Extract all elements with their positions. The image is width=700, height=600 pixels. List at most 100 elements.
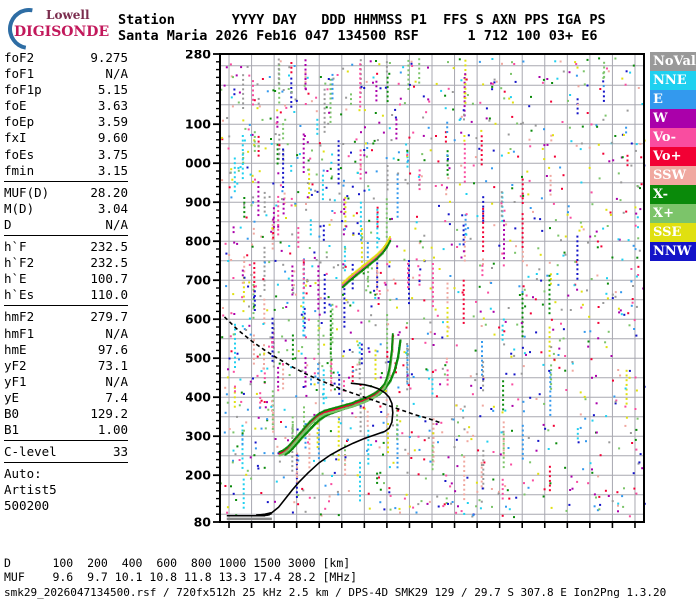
plot-model-curves bbox=[223, 316, 442, 521]
digisonde-logo: Lowell DIGISONDE bbox=[0, 0, 110, 59]
header-line-labels: Station YYYY DAY DDD HHMMSS P1 FFS S AXN… bbox=[118, 12, 606, 28]
param-row: foE 3.63 bbox=[4, 98, 128, 114]
legend-item-sse[interactable]: SSE bbox=[650, 223, 696, 242]
param-key: foF1p bbox=[4, 82, 42, 98]
param-row: foF1p 5.15 bbox=[4, 82, 128, 98]
param-row: hmE 97.6 bbox=[4, 342, 128, 358]
param-key: fxI bbox=[4, 130, 27, 146]
param-value: 33 bbox=[112, 444, 128, 460]
param-value: 9.275 bbox=[90, 50, 128, 65]
param-row: h`E 100.7 bbox=[4, 271, 128, 287]
ionospheric-parameters-panel: foF2 9.275 foF1 N/A foF1p 5.15 foE 3.63 foEp… bbox=[4, 50, 128, 515]
param-row: yE 7.4 bbox=[4, 390, 128, 406]
param-row: B0 129.2 bbox=[4, 406, 128, 422]
muf-distance-axis: D 100 200 400 600 800 1000 1500 3000 [km… bbox=[4, 556, 357, 584]
param-value: 3.15 bbox=[97, 162, 128, 178]
param-row: fxI 9.60 bbox=[4, 130, 128, 146]
param-key: hmF2 bbox=[4, 309, 35, 325]
param-key: foF1 bbox=[4, 66, 35, 82]
param-row: foEp 3.59 bbox=[4, 114, 128, 130]
param-key: fmin bbox=[4, 162, 35, 178]
svg-text:1100: 1100 bbox=[186, 117, 211, 132]
param-row: C-level 33 bbox=[4, 444, 128, 460]
param-row: h`F 232.5 bbox=[4, 239, 128, 255]
param-key: yF1 bbox=[4, 373, 27, 389]
autoscale-version: 500200 bbox=[4, 498, 50, 514]
param-key: foE bbox=[4, 98, 27, 114]
legend-item-nnw[interactable]: NNW bbox=[650, 242, 696, 261]
svg-text:300: 300 bbox=[186, 429, 211, 444]
param-value: 1.00 bbox=[97, 422, 128, 438]
param-key: foEs bbox=[4, 146, 35, 162]
svg-text:700: 700 bbox=[186, 273, 211, 288]
legend-item-noval[interactable]: NoVal bbox=[650, 52, 696, 71]
param-divider bbox=[4, 180, 128, 182]
param-key: C-level bbox=[4, 444, 57, 460]
station-header: Station YYYY DAY DDD HHMMSS P1 FFS S AXN… bbox=[118, 12, 606, 44]
param-key: M(D) bbox=[4, 200, 35, 216]
ionogram-canvas[interactable]: 8020030040050060070080090010001100128023… bbox=[186, 50, 646, 528]
legend-item-e[interactable]: E bbox=[650, 90, 696, 109]
param-key: yF2 bbox=[4, 357, 27, 373]
param-value: 3.75 bbox=[97, 146, 128, 162]
svg-text:600: 600 bbox=[186, 312, 211, 327]
plot-noise-points bbox=[220, 57, 646, 519]
legend-item-vo-[interactable]: Vo- bbox=[650, 128, 696, 147]
param-divider bbox=[4, 440, 128, 442]
svg-text:1000: 1000 bbox=[186, 156, 211, 171]
svg-text:500: 500 bbox=[186, 351, 211, 366]
legend-item-nne[interactable]: NNE bbox=[650, 71, 696, 90]
svg-text:400: 400 bbox=[186, 390, 211, 405]
param-value: 3.04 bbox=[97, 200, 128, 216]
param-key: foEp bbox=[4, 114, 35, 130]
param-divider bbox=[4, 462, 128, 464]
param-key: foF2 bbox=[4, 50, 35, 65]
legend-item-x-[interactable]: X+ bbox=[650, 204, 696, 223]
svg-text:800: 800 bbox=[186, 234, 211, 249]
param-row: yF1 N/A bbox=[4, 374, 128, 390]
param-row: h`Es 110.0 bbox=[4, 287, 128, 303]
param-row: hmF2 279.7 bbox=[4, 309, 128, 325]
legend-item-ssw[interactable]: SSW bbox=[650, 166, 696, 185]
direction-legend[interactable]: NoVal NNE E W Vo- Vo+ SSW X- X+ SSE NNW bbox=[650, 52, 696, 261]
param-value: 232.5 bbox=[90, 239, 128, 255]
param-key: h`F2 bbox=[4, 255, 35, 271]
param-value: N/A bbox=[105, 325, 128, 341]
param-value: 97.6 bbox=[97, 341, 128, 357]
param-group-muf: MUF(D) 28.20 M(D) 3.04 D N/A bbox=[4, 185, 128, 233]
param-divider bbox=[4, 235, 128, 237]
plot-traces bbox=[256, 236, 402, 517]
legend-item-x-[interactable]: X- bbox=[650, 185, 696, 204]
legend-item-w[interactable]: W bbox=[650, 109, 696, 128]
ionogram-plot[interactable]: 8020030040050060070080090010001100128023… bbox=[186, 50, 646, 528]
param-row: foF2 9.275 bbox=[4, 50, 128, 66]
plot-axis-labels: 8020030040050060070080090010001100128023… bbox=[186, 50, 212, 529]
svg-text:1280: 1280 bbox=[186, 50, 211, 62]
param-group-frequencies: foF2 9.275 foF1 N/A foF1p 5.15 foE 3.63 foEp… bbox=[4, 50, 128, 179]
param-row: yF2 73.1 bbox=[4, 358, 128, 374]
param-row: hmF1 N/A bbox=[4, 326, 128, 342]
param-group-virtual-heights: h`F 232.5 h`F2 232.5 h`E 100.7 h`Es 110.0 bbox=[4, 239, 128, 303]
plot-axes bbox=[213, 53, 645, 528]
param-row: h`F2 232.5 bbox=[4, 255, 128, 271]
param-group-clevel: C-level 33 bbox=[4, 444, 128, 460]
param-value: N/A bbox=[105, 216, 128, 232]
legend-item-vo-[interactable]: Vo+ bbox=[650, 147, 696, 166]
param-value: 73.1 bbox=[97, 357, 128, 373]
param-row: foF1 N/A bbox=[4, 66, 128, 82]
param-row: D N/A bbox=[4, 217, 128, 233]
param-key: D bbox=[4, 216, 12, 232]
autoscale-program: Artist5 bbox=[4, 482, 57, 498]
svg-text:80: 80 bbox=[194, 515, 212, 529]
param-value: N/A bbox=[105, 66, 128, 82]
param-key: h`E bbox=[4, 271, 27, 287]
param-row: foEs 3.75 bbox=[4, 147, 128, 163]
muf-row: MUF 9.6 9.7 10.1 10.8 11.8 13.3 17.4 28.… bbox=[4, 570, 358, 584]
param-value: 3.63 bbox=[97, 98, 128, 114]
param-row: fmin 3.15 bbox=[4, 163, 128, 179]
param-row: M(D) 3.04 bbox=[4, 201, 128, 217]
param-value: 129.2 bbox=[90, 405, 128, 421]
param-value: 7.4 bbox=[105, 389, 128, 405]
param-value: N/A bbox=[105, 373, 128, 389]
logo-digisonde-text: DIGISONDE bbox=[14, 24, 110, 40]
